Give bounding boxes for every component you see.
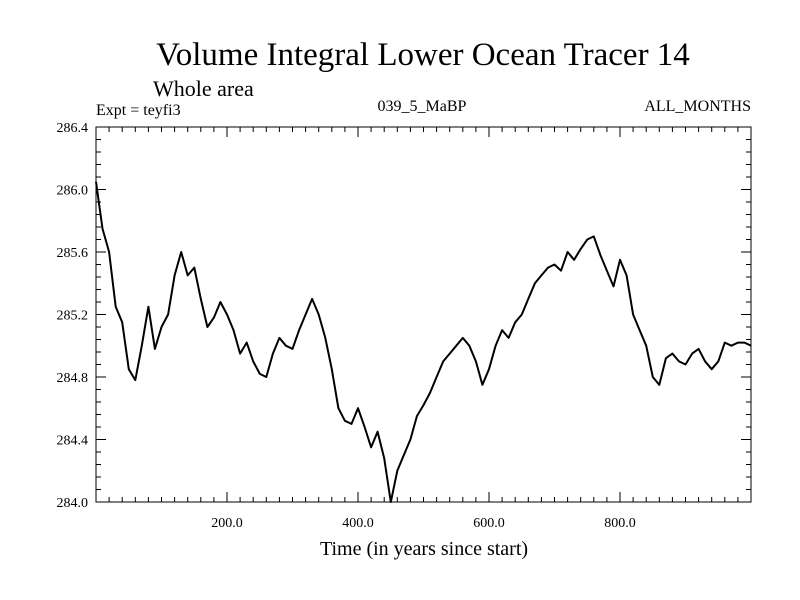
y-tick-label: 285.2 xyxy=(57,309,89,324)
axis-ticks xyxy=(96,127,751,502)
axis-tick-labels: 200.0 400.0 600.0 800.0 284.0 284.4 284.8 285.2… xyxy=(57,121,636,531)
x-tick-label: 400.0 xyxy=(342,516,374,531)
chart-subtitle: Whole area xyxy=(153,76,254,101)
center-label: 039_5_MaBP xyxy=(378,98,467,115)
y-tick-label: 284.4 xyxy=(57,434,89,449)
x-tick-label: 200.0 xyxy=(211,516,243,531)
y-tick-label: 286.4 xyxy=(57,121,89,136)
y-tick-label: 285.6 xyxy=(57,246,89,261)
data-line xyxy=(95,181,752,503)
y-tick-label: 286.0 xyxy=(57,184,89,199)
y-tick-label: 284.0 xyxy=(57,496,89,511)
x-axis-label: Time (in years since start) xyxy=(320,538,528,560)
y-tick-label: 284.8 xyxy=(57,371,89,386)
months-label: ALL_MONTHS xyxy=(644,98,751,115)
experiment-label: Expt = teyfi3 xyxy=(96,102,181,119)
plot-frame xyxy=(95,126,752,503)
chart-title: Volume Integral Lower Ocean Tracer 14 xyxy=(156,37,690,73)
x-tick-label: 600.0 xyxy=(473,516,505,531)
x-tick-label: 800.0 xyxy=(604,516,636,531)
